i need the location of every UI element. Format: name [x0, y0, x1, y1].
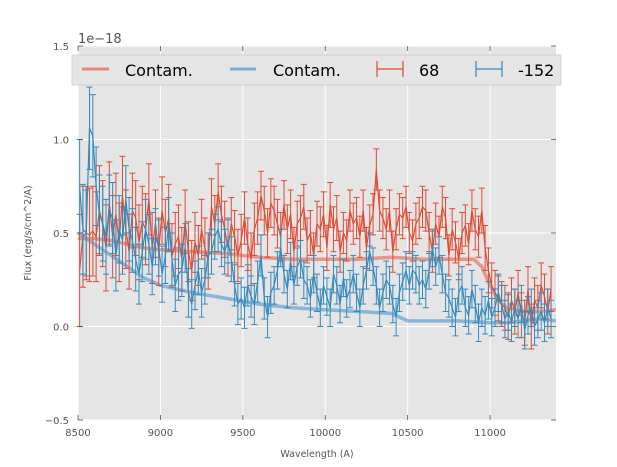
y-tick-label: 0.0 [53, 323, 69, 334]
x-axis-label: Wavelength (A) [280, 449, 353, 460]
legend-label: Contam. [273, 61, 341, 80]
legend-entry-contam-blue: Contam. [230, 61, 341, 80]
legend-errorbar-swatch [376, 61, 404, 77]
x-tick-label: 9500 [230, 428, 255, 439]
legend-label: 68 [419, 61, 439, 80]
legend-box [71, 54, 562, 86]
y-axis-label: Flux (erg/s/cm^2/A) [23, 185, 34, 280]
data-line--152 [79, 128, 552, 331]
legend-errorbar-swatch [475, 61, 503, 77]
x-tick-label: 8500 [65, 428, 90, 439]
x-tick-label: 10500 [392, 428, 424, 439]
legend-label: Contam. [125, 61, 193, 80]
y-tick-label: 1.5 [53, 42, 69, 53]
y-tick-label: −0.5 [45, 416, 69, 427]
y-tick-label: 1.0 [53, 136, 69, 147]
errorbar-series--152 [76, 86, 555, 350]
legend-entry-68: 68 [376, 61, 439, 80]
y-axis-offset-text: 1e−18 [78, 32, 122, 47]
legend-label: -152 [518, 61, 554, 80]
axes: 8500 9000 9500 10000 10500 11000 −0.5 0.0 0.5 1.0… [45, 42, 556, 439]
legend-entry-contam-red: Contam. [82, 61, 193, 80]
errorbar [548, 299, 555, 339]
y-tick-label: 0.5 [53, 229, 69, 240]
legend: Contam. Contam. 68 -152 [71, 54, 562, 86]
legend-entry-minus152: -152 [475, 61, 554, 80]
x-tick-label: 11000 [474, 428, 506, 439]
errorbar-series [76, 86, 555, 350]
x-tick-label: 9000 [148, 428, 173, 439]
x-tick-label: 10000 [309, 428, 341, 439]
